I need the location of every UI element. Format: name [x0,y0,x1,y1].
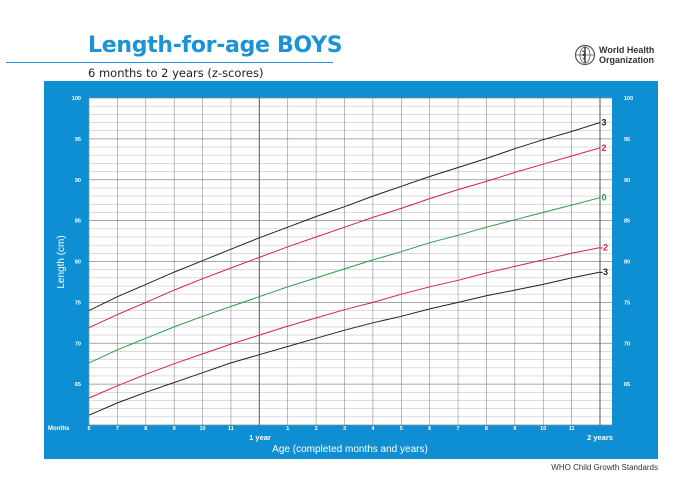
svg-text:8: 8 [144,426,147,432]
svg-text:1: 1 [286,426,289,432]
svg-text:80: 80 [624,260,630,266]
page-title: Length-for-age BOYS [88,33,343,58]
org-name-line2: Organization [599,55,655,65]
who-emblem-icon [574,44,596,66]
svg-text:8: 8 [485,426,488,432]
curve-sd-neg3 [88,271,601,416]
curve-label-neg3: -3 [600,267,608,277]
grid-lines [88,97,612,426]
svg-text:70: 70 [75,341,81,347]
page-subtitle: 6 months to 2 years (z-scores) [88,66,264,80]
x-months-label: Months [48,426,70,432]
curve-label-3: 3 [601,118,606,128]
title-underline [6,62,333,63]
curve-label-2: 2 [601,143,606,153]
year1-label: 1 year [249,433,271,442]
curve-sd-neg2 [88,247,601,399]
svg-text:70: 70 [624,341,630,347]
svg-text:100: 100 [72,96,81,102]
svg-text:90: 90 [624,178,630,184]
svg-text:75: 75 [75,300,81,306]
svg-text:3: 3 [343,426,346,432]
svg-text:11: 11 [228,426,234,432]
svg-text:6: 6 [87,426,90,432]
curve-label-neg2: -2 [600,243,608,253]
svg-text:95: 95 [75,137,81,143]
curve-sd-2 [88,147,601,329]
curve-label-0: 0 [601,193,606,203]
year2-label: 2 years [587,433,613,442]
svg-text:75: 75 [624,300,630,306]
svg-text:4: 4 [371,426,375,432]
svg-text:65: 65 [624,382,630,388]
x-axis-label: Age (completed months and years) [272,444,428,455]
source-footer: WHO Child Growth Standards [551,463,658,472]
svg-text:5: 5 [400,426,403,432]
svg-text:6: 6 [428,426,431,432]
y-axis-label: Length (cm) [56,235,67,288]
curve-sd-3 [88,122,601,312]
svg-text:11: 11 [569,426,575,432]
svg-text:85: 85 [75,219,81,225]
who-logo: World Health Organization [574,44,654,66]
curve-sd-0 [88,197,601,364]
svg-text:7: 7 [116,426,119,432]
svg-text:65: 65 [75,382,81,388]
svg-text:10: 10 [199,426,205,432]
svg-text:90: 90 [75,178,81,184]
svg-text:100: 100 [624,96,633,102]
svg-text:80: 80 [75,260,81,266]
svg-text:85: 85 [624,219,630,225]
svg-text:7: 7 [457,426,460,432]
svg-text:2: 2 [315,426,318,432]
svg-text:10: 10 [540,426,546,432]
svg-text:9: 9 [173,426,176,432]
svg-text:95: 95 [624,137,630,143]
svg-text:9: 9 [513,426,516,432]
z-score-curves: 3 2 0 -2 -3 [88,118,608,416]
org-name-line1: World Health [599,45,655,55]
